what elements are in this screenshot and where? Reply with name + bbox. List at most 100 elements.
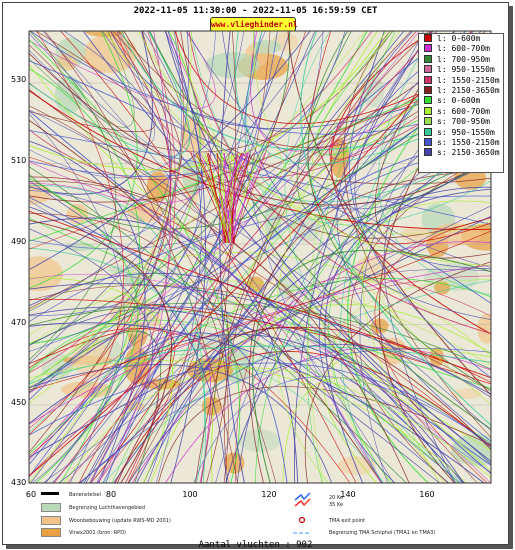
flight-track xyxy=(374,217,491,483)
x-tick-label: 80 xyxy=(105,490,117,499)
flight-track xyxy=(138,31,491,266)
flight-track xyxy=(29,180,440,483)
flight-track xyxy=(293,31,432,483)
legend-item: l: 0-600m xyxy=(419,34,503,44)
built-area xyxy=(83,34,138,74)
flight-track xyxy=(29,285,491,391)
map-border xyxy=(28,30,492,484)
legend-label: l: 0-600m xyxy=(437,34,481,43)
flight-track xyxy=(307,31,491,245)
flight-track xyxy=(29,31,172,436)
flight-track xyxy=(29,31,346,177)
legend-swatch xyxy=(424,96,432,105)
flight-track xyxy=(197,152,235,244)
flight-track xyxy=(29,44,277,483)
flight-track xyxy=(29,90,491,231)
flight-track xyxy=(114,351,491,483)
map-legend-label: 35 Ke xyxy=(329,502,344,508)
flight-track xyxy=(29,345,491,385)
site-badge[interactable]: www.vlieghinder.nl xyxy=(210,17,298,32)
flight-track xyxy=(29,177,139,483)
flight-track xyxy=(45,31,405,483)
legend-label: l: 600-700m xyxy=(437,44,490,54)
flight-track xyxy=(362,200,491,483)
flight-track xyxy=(29,306,491,465)
x-tick-label: 120 xyxy=(261,490,277,499)
flight-track xyxy=(29,39,241,483)
flight-track xyxy=(103,280,491,483)
map-legend-label: Woonbebouwing (update RWS-MD 2001) xyxy=(69,518,171,524)
flight-track xyxy=(253,31,491,405)
legend-label: s: 600-700m xyxy=(437,106,490,116)
legend-swatch xyxy=(424,34,432,42)
flight-track xyxy=(230,152,249,244)
flight-track xyxy=(195,31,412,483)
legend-item: s: 2150-3650m xyxy=(419,148,503,158)
runway-swatch xyxy=(41,492,59,495)
legend-item: s: 1550-2150m xyxy=(419,137,503,148)
flight-track xyxy=(304,261,491,483)
flight-track xyxy=(324,188,491,483)
flight-tracks-layer xyxy=(29,31,491,483)
flight-track xyxy=(127,31,306,483)
flight-track xyxy=(188,31,491,335)
flight-track xyxy=(29,31,245,394)
flight-track xyxy=(29,252,491,357)
built-area xyxy=(264,203,282,240)
flight-track xyxy=(44,31,238,483)
flight-track xyxy=(156,31,263,483)
flight-track xyxy=(29,31,192,404)
flight-track xyxy=(29,31,138,289)
flight-track xyxy=(29,142,491,352)
altitude-legend: l: 0-600m l: 600-700m l: 700-950m l: 950… xyxy=(418,33,504,173)
flight-track xyxy=(229,152,232,244)
flight-track xyxy=(225,152,245,244)
x-tick-label: 140 xyxy=(340,490,356,499)
flight-track xyxy=(42,31,394,483)
legend-label: l: 2150-3650m xyxy=(437,85,500,95)
legend-item: s: 600-700m xyxy=(419,106,503,117)
built-area xyxy=(477,313,491,344)
map-legend-label: 20 Ke xyxy=(329,495,344,501)
legend-item: l: 950-1550m xyxy=(419,65,503,75)
built-area xyxy=(450,388,482,400)
flight-track xyxy=(142,31,202,483)
legend-item: l: 700-950m xyxy=(419,54,503,65)
legend-item: s: 700-950m xyxy=(419,117,503,127)
flight-track xyxy=(29,31,472,477)
flight-track xyxy=(284,31,463,483)
flight-track xyxy=(29,176,410,483)
built-area xyxy=(85,31,125,37)
flight-track xyxy=(274,31,391,483)
flight-track xyxy=(29,332,288,483)
flight-track xyxy=(29,31,311,271)
flight-track xyxy=(29,219,172,483)
x-tick-label: 160 xyxy=(419,490,435,499)
flight-track xyxy=(29,185,206,483)
legend-swatch xyxy=(424,44,432,53)
flight-track xyxy=(85,31,316,483)
flight-track xyxy=(220,152,229,244)
flight-track xyxy=(165,31,491,462)
flight-track xyxy=(43,205,491,483)
flight-track xyxy=(222,152,235,244)
flight-track xyxy=(53,31,438,483)
map-legend-label: Begrenzing Luchthavengebied xyxy=(69,505,146,511)
y-tick-label: 470 xyxy=(11,318,27,327)
flight-track xyxy=(29,156,491,447)
flight-track xyxy=(29,130,491,225)
flight-track xyxy=(29,264,491,425)
flight-track xyxy=(190,152,232,244)
flight-track xyxy=(29,319,459,483)
flight-track xyxy=(231,152,266,244)
built-area xyxy=(277,277,295,298)
residential-swatch xyxy=(41,516,61,525)
flight-track xyxy=(231,152,254,244)
flight-track xyxy=(29,273,491,483)
flight-track xyxy=(158,386,491,483)
flight-track xyxy=(29,327,176,483)
flight-track xyxy=(29,228,154,483)
flight-track xyxy=(96,269,491,483)
flight-track xyxy=(29,31,182,172)
flight-track xyxy=(29,277,491,455)
